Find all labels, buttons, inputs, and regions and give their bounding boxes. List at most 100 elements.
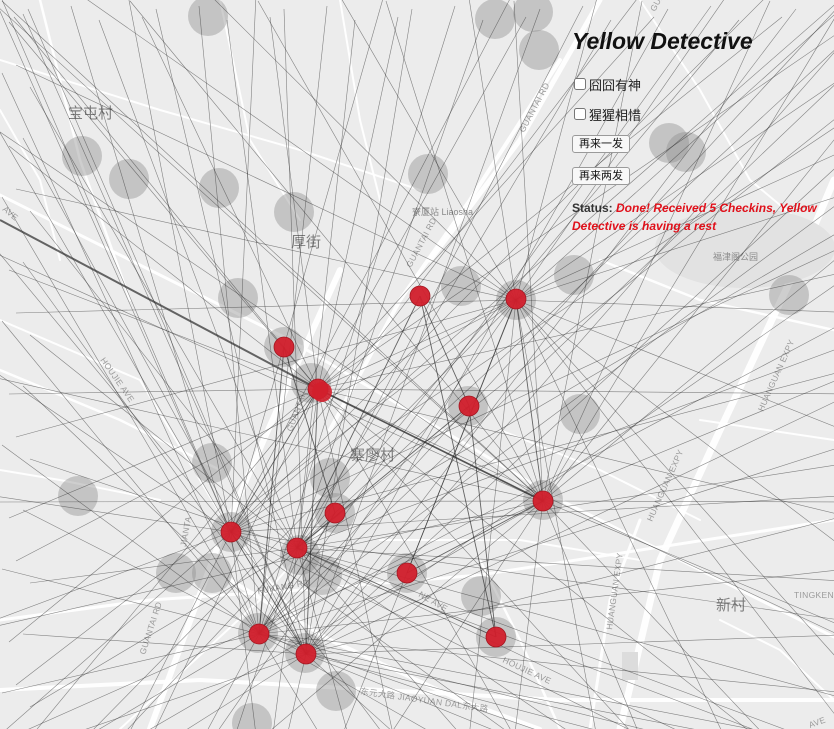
checkin-link-128 (22, 385, 307, 655)
checkin-link-172 (271, 500, 544, 729)
checkin-link-74 (8, 145, 319, 390)
checkin-link-175 (542, 500, 638, 729)
checkin-link-strong-2 (317, 388, 544, 502)
option-xingxing-checkbox[interactable] (574, 108, 586, 120)
checkin-link-1 (1, 0, 232, 533)
location-halo-15 (769, 275, 809, 315)
checkin-marker-7 (324, 502, 346, 524)
road-4 (147, 267, 343, 729)
road-15 (0, 59, 421, 191)
checkin-markers (220, 285, 554, 665)
map-label-park-fuzhou: 福津阁公园 (713, 251, 758, 262)
checkin-link-115 (305, 401, 834, 655)
checkin-link-92 (93, 299, 517, 729)
again-once-button[interactable]: 再来一发 (572, 135, 630, 153)
checkin-link-78 (8, 388, 319, 643)
checkin-link-46 (258, 633, 753, 729)
checkin-link-193 (468, 405, 497, 638)
checkin-link-155 (29, 547, 298, 584)
checkin-link-9 (230, 127, 834, 533)
map-label-road-ave-2: AVE (807, 715, 827, 729)
checkin-link-77 (8, 388, 319, 519)
checkin-link-165 (542, 139, 834, 502)
option-jiongjiong-checkbox[interactable] (574, 78, 586, 90)
checkin-link-114 (305, 285, 834, 655)
checkin-link-108 (305, 8, 413, 655)
checkin-link-197 (296, 547, 497, 638)
checkin-link-111 (305, 8, 797, 655)
checkin-link-146 (296, 547, 347, 729)
location-halo-10 (649, 123, 689, 163)
checkin-link-186 (515, 298, 544, 502)
location-halo-6 (109, 159, 149, 199)
checkin-link-90 (515, 299, 834, 541)
checkin-link-65 (317, 388, 834, 633)
checkin-link-13 (230, 531, 834, 620)
checkin-link-14 (6, 531, 232, 729)
checkin-link-136 (296, 19, 740, 549)
app-title: Yellow Detective (572, 28, 753, 54)
road-25 (719, 619, 834, 701)
status-text: Done! Received 5 Checkins, Yellow Detect… (572, 201, 817, 233)
checkin-link-2 (128, 0, 232, 533)
location-halo-19 (58, 476, 98, 516)
location-halo-9 (274, 192, 314, 232)
checkin-link-80 (214, 0, 517, 301)
location-halo-7 (199, 168, 239, 208)
checkin-link-118 (85, 653, 307, 729)
road-24 (0, 109, 61, 261)
road-1 (0, 193, 834, 639)
road-21 (699, 419, 834, 441)
checkin-link-192 (296, 405, 470, 549)
checkin-link-49 (1, 320, 260, 635)
checkin-link-180 (0, 378, 544, 502)
checkin-link-87 (515, 197, 834, 301)
location-halo-11 (666, 132, 706, 172)
checkin-link-56 (317, 16, 399, 390)
checkin-link-151 (29, 86, 298, 549)
checkin-link-160 (385, 0, 544, 502)
checkin-link-strong-1 (0, 219, 319, 390)
checkin-link-120 (288, 653, 307, 729)
checkin-link-98 (515, 299, 834, 714)
building-block (622, 652, 638, 680)
checkin-link-119 (187, 653, 307, 729)
option-xingxing[interactable]: 猩猩相惜 (574, 105, 832, 123)
road-2 (427, 0, 603, 263)
checkin-link-19 (230, 531, 629, 729)
checkin-link-10 (230, 250, 834, 533)
option-jiongjiong-label: 囧囧有神 (589, 77, 642, 93)
checkin-link-124 (305, 653, 695, 729)
checkin-link-184 (296, 295, 421, 549)
checkin-link-187 (406, 298, 517, 574)
option-jiongjiong[interactable]: 囧囧有神 (574, 75, 832, 93)
location-halo-25 (232, 703, 272, 729)
road-7 (0, 319, 301, 621)
checkin-link-110 (305, 8, 669, 655)
checkin-link-55 (269, 16, 319, 390)
checkin-link-182 (0, 500, 544, 626)
road-9 (588, 518, 642, 729)
location-halo-8 (408, 154, 448, 194)
checkin-link-62 (317, 274, 834, 390)
road-19 (339, 0, 381, 201)
checkin-link-167 (542, 380, 834, 502)
road-3 (328, 58, 562, 432)
checkin-link-148 (296, 547, 566, 729)
checkin-link-97 (515, 299, 722, 729)
checkin-link-141 (296, 465, 834, 549)
checkin-link-15 (130, 531, 232, 729)
checkin-link-104 (15, 299, 517, 686)
option-xingxing-label: 猩猩相惜 (589, 107, 642, 123)
checkin-link-81 (341, 0, 517, 301)
location-halo-17 (560, 394, 600, 434)
road-5 (0, 368, 222, 472)
checkin-link-150 (296, 547, 785, 729)
checkin-link-36 (258, 327, 834, 635)
checkin-link-189 (258, 346, 285, 635)
checkin-link-164 (542, 18, 834, 502)
map-label-village-xin: 新村 (716, 597, 746, 614)
again-twice-button[interactable]: 再来两发 (572, 167, 630, 185)
